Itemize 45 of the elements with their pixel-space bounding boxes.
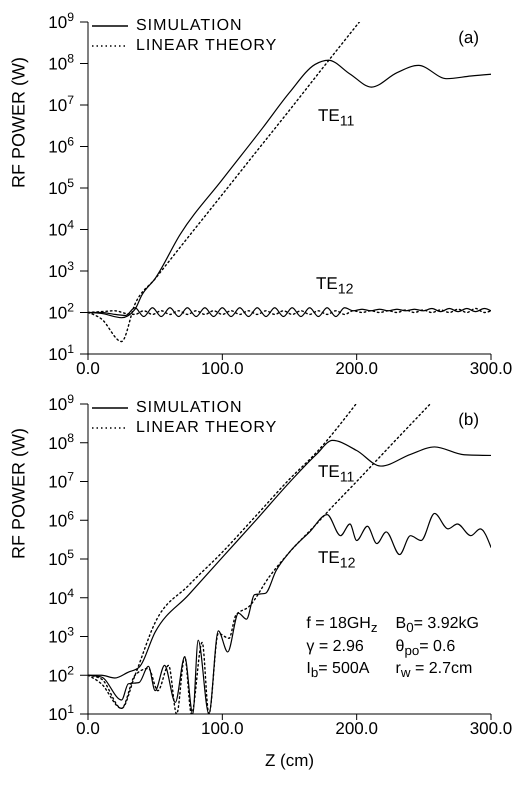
y-tick-label: 10$^{8}$ [48,430,74,453]
annotation: TE$_{11}$ [318,462,354,486]
y-tick-label: 10$^{9}$ [48,10,74,32]
annotation: (a) [458,28,479,48]
y-tick-label: 10$^{9}$ [48,392,74,414]
y-tick-label: 10$^{4}$ [48,218,74,240]
y-tick-label: 10$^{7}$ [48,470,74,492]
x-tick-label: 0.0 [76,359,100,378]
annotation: B$_{0}$= 3.92kG [396,615,479,636]
legend-label: SIMULATION [136,398,243,418]
y-tick-label: 10$^{5}$ [48,547,74,569]
y-tick-label: 10$^{1}$ [48,342,74,364]
x-axis-title: Z (cm) [264,751,314,770]
annotation: (b) [458,410,479,430]
annotation: TE$_{12}$ [316,274,354,298]
x-tick-label: 100.0 [201,719,244,738]
annotation: γ = 2.96 [306,638,365,657]
x-tick-label: 300.0 [470,719,512,738]
y-tick-label: 10$^{7}$ [48,93,74,115]
legend-label: SIMULATION [136,16,243,36]
y-axis-title: RF POWER (W) [8,428,28,559]
annotation: TE$_{11}$ [318,106,354,130]
x-tick-label: 200.0 [335,719,378,738]
y-axis-title: RF POWER (W) [8,57,28,188]
x-tick-label: 300.0 [470,359,512,378]
y-tick-label: 10$^{1}$ [48,702,74,724]
annotation: TE$_{12}$ [318,548,356,572]
legend-label: LINEAR THEORY [136,36,278,56]
y-tick-label: 10$^{6}$ [48,508,74,530]
annotation: θ$_{po}$= 0.6 [396,638,456,658]
x-tick-label: 0.0 [76,719,100,738]
legend-label: LINEAR THEORY [136,418,278,438]
y-tick-label: 10$^{8}$ [48,52,74,74]
y-tick-label: 10$^{4}$ [48,586,74,608]
x-tick-label: 100.0 [201,359,244,378]
y-tick-label: 10$^{3}$ [48,259,74,281]
y-tick-label: 10$^{6}$ [48,134,74,156]
y-tick-label: 10$^{3}$ [48,624,74,646]
x-tick-label: 200.0 [335,359,378,378]
annotation: f = 18GH$_{z}$ [306,615,378,636]
annotation: r$_{w}$ = 2.7cm [396,660,474,680]
annotation: I$_{b}$= 500A [306,660,370,680]
y-tick-label: 10$^{2}$ [48,663,74,686]
y-tick-label: 10$^{2}$ [48,300,74,322]
y-tick-label: 10$^{5}$ [48,176,74,198]
